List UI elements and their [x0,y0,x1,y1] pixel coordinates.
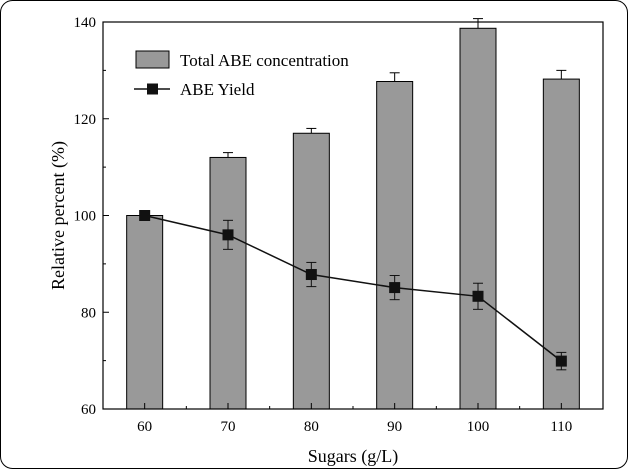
y-axis-title: Relative percent (%) [48,141,69,290]
line-series [139,210,567,371]
legend: Total ABE concentration ABE Yield [134,50,349,99]
bar-60 [126,215,164,410]
legend-bar-swatch [135,50,170,69]
legend-line-label: ABE Yield [180,80,255,99]
y-tick-label-80: 80 [81,305,96,321]
yield-point-60 [139,210,151,221]
x-axis-title: Sugars (g/L) [308,446,398,467]
x-tick-label-70: 70 [221,419,236,435]
bar-error-bars [223,18,567,158]
yield-point-100 [472,290,484,302]
y-tick-label-100: 100 [74,209,97,225]
legend-bar-label: Total ABE concentration [180,51,349,70]
y-tick-label-140: 140 [74,15,97,31]
x-tick-label-60: 60 [137,419,152,435]
yield-point-110 [555,355,567,367]
x-axis: 60 70 80 90 100 110 [102,403,604,435]
x-tick-label-110: 110 [550,419,572,435]
yield-point-80 [305,269,317,281]
bar-90 [376,81,414,410]
x-tick-label-100: 100 [467,419,490,435]
x-tick-label-80: 80 [304,419,319,435]
y-tick-label-60: 60 [81,402,96,418]
yield-line [144,214,562,362]
yield-point-70 [222,229,234,241]
legend-square-marker [147,83,158,95]
y-tick-label-120: 120 [74,112,97,128]
bar-70 [209,156,247,410]
x-tick-label-90: 90 [387,419,402,435]
yield-point-90 [389,282,401,294]
plot-area-frame [102,21,604,410]
bar-100 [459,27,497,410]
y-axis: 60 80 100 120 140 [74,15,109,418]
